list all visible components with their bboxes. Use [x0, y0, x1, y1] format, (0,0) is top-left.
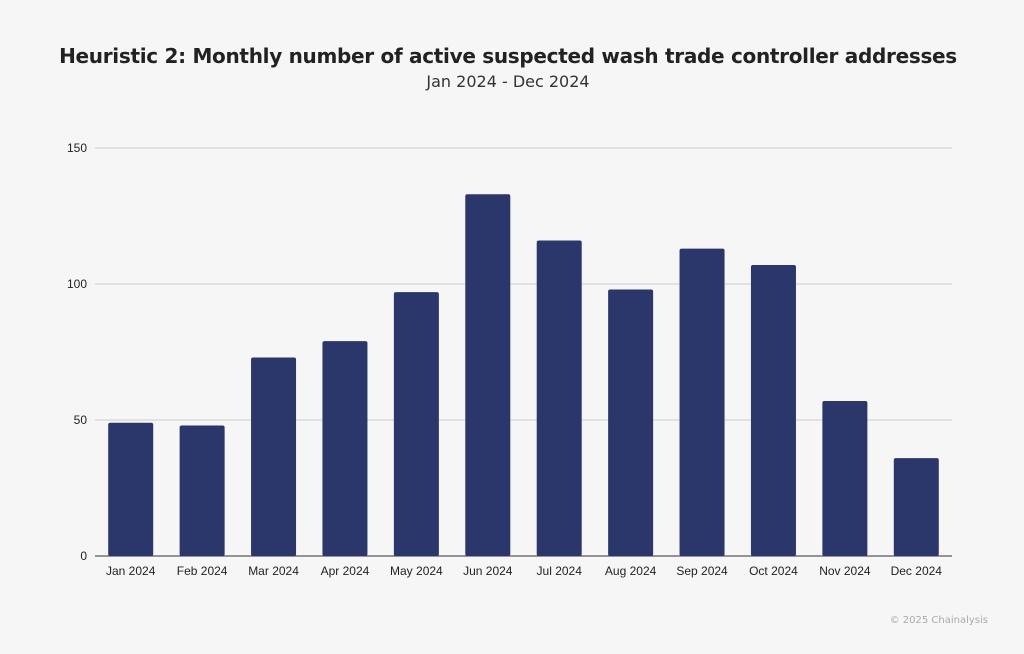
bar — [536, 240, 582, 557]
x-tick-label: May 2024 — [390, 564, 443, 578]
bar — [465, 194, 511, 557]
bar — [608, 289, 654, 556]
bar — [893, 458, 939, 556]
chart-subtitle: Jan 2024 - Dec 2024 — [426, 72, 590, 91]
y-tick-label: 100 — [67, 277, 87, 291]
x-tick-label: Jan 2024 — [106, 564, 156, 578]
bar — [822, 400, 868, 556]
x-tick-label: Aug 2024 — [605, 564, 657, 578]
chart-title: Heuristic 2: Monthly number of active su… — [59, 44, 957, 68]
x-tick-label: Jun 2024 — [463, 564, 513, 578]
x-tick-label: Nov 2024 — [819, 564, 871, 578]
bar — [393, 292, 439, 556]
bar — [179, 425, 225, 556]
bar — [322, 341, 368, 556]
bar — [251, 357, 297, 556]
x-tick-label: Apr 2024 — [321, 564, 370, 578]
y-tick-label: 50 — [74, 413, 88, 427]
x-tick-label: Jul 2024 — [537, 564, 583, 578]
y-tick-label: 0 — [80, 549, 87, 563]
bar — [750, 264, 796, 556]
copyright-credit: © 2025 Chainalysis — [889, 615, 988, 626]
x-tick-label: Mar 2024 — [248, 564, 299, 578]
x-tick-label: Oct 2024 — [749, 564, 798, 578]
bar — [679, 248, 725, 556]
y-tick-label: 150 — [67, 141, 87, 155]
x-tick-label: Feb 2024 — [177, 564, 228, 578]
x-tick-label: Dec 2024 — [891, 564, 943, 578]
bar — [108, 422, 154, 556]
x-tick-label: Sep 2024 — [676, 564, 728, 578]
